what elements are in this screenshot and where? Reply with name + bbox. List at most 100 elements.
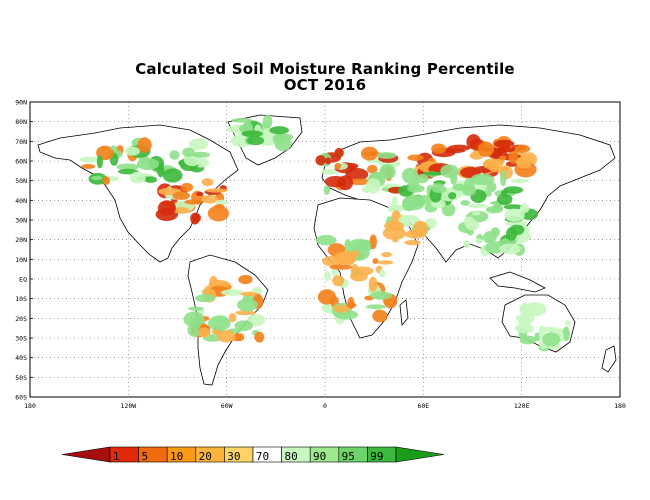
lon-tick-label: 120W: [121, 402, 137, 410]
moisture-patch: [350, 263, 360, 279]
lat-tick-label: 20S: [15, 315, 27, 323]
moisture-patch: [510, 178, 530, 183]
moisture-patch: [201, 178, 214, 187]
lat-tick-label: 50N: [15, 177, 27, 185]
colorbar: 1 5 10 20 30 70 80 90 95 99: [61, 446, 445, 463]
moisture-patch: [470, 173, 495, 186]
moisture-patch: [500, 170, 507, 187]
moisture-patch: [315, 155, 326, 166]
moisture-patch: [323, 185, 331, 195]
lon-tick-label: 60E: [417, 402, 429, 410]
moisture-patch: [505, 220, 528, 227]
moisture-patch: [346, 302, 357, 308]
lon-tick-label: 180: [24, 402, 36, 410]
moisture-patch: [562, 326, 570, 342]
moisture-patch: [180, 182, 194, 192]
moisture-patch: [240, 291, 257, 297]
moisture-patch: [391, 195, 398, 207]
moisture-patch: [465, 219, 480, 231]
moisture-patch: [379, 268, 386, 278]
moisture-patch: [441, 202, 456, 217]
moisture-patch: [431, 185, 447, 194]
lat-tick-label: 40N: [15, 197, 27, 205]
moisture-patch: [315, 234, 337, 246]
lon-tick-label: 120E: [514, 402, 530, 410]
lat-tick-label: 90N: [15, 99, 27, 107]
moisture-patch: [102, 176, 111, 186]
moisture-patch: [173, 207, 190, 214]
lat-tick-label: 30S: [15, 335, 27, 343]
moisture-patch: [447, 144, 471, 151]
moisture-patch: [503, 204, 524, 210]
moisture-patch: [365, 178, 381, 194]
moisture-patch: [262, 114, 273, 129]
moisture-patch: [515, 156, 532, 169]
moisture-patch: [195, 192, 204, 197]
moisture-patch: [405, 229, 427, 239]
moisture-patch: [401, 167, 419, 184]
moisture-patch: [348, 238, 372, 251]
moisture-patch: [381, 252, 392, 258]
moisture-patch: [201, 194, 219, 204]
moisture-patch: [323, 271, 331, 282]
moisture-patch: [325, 157, 332, 165]
colorbar-label: 20: [199, 450, 212, 463]
colorbar-label: 30: [227, 450, 240, 463]
moisture-patch: [272, 134, 288, 144]
lat-tick-label: 10S: [15, 295, 27, 303]
moisture-patch: [183, 311, 205, 328]
moisture-patch: [214, 199, 229, 205]
moisture-patch: [475, 238, 483, 244]
moisture-patch: [254, 331, 265, 343]
lat-tick-label: EQ: [19, 276, 27, 284]
moisture-patch: [237, 298, 258, 312]
moisture-patch: [228, 312, 237, 323]
moisture-patch: [491, 204, 503, 213]
moisture-patch: [246, 136, 265, 146]
lat-tick-label: 20N: [15, 236, 27, 244]
moisture-patch: [321, 168, 337, 175]
moisture-patch: [324, 175, 347, 188]
lon-tick-label: 0: [323, 402, 327, 410]
moisture-patch: [162, 168, 183, 183]
moisture-patch: [241, 130, 264, 138]
moisture-patch: [191, 151, 211, 158]
lon-tick-label: 60W: [221, 402, 233, 410]
moisture-patch: [221, 289, 244, 296]
lat-tick-label: 80N: [15, 118, 27, 126]
moisture-patch: [129, 171, 146, 184]
colorbar-label: 10: [170, 450, 183, 463]
moisture-patch: [407, 184, 425, 193]
moisture-patch: [514, 144, 531, 153]
moisture-patch: [493, 139, 515, 148]
moisture-patch: [91, 175, 103, 181]
moisture-patch: [345, 167, 369, 181]
moisture-patch: [329, 264, 353, 270]
lat-tick-label: 60S: [15, 394, 27, 402]
moisture-patch: [519, 335, 537, 345]
moisture-patch: [198, 327, 211, 338]
moisture-patch: [372, 309, 388, 323]
moisture-patch: [172, 191, 191, 201]
moisture-patch: [496, 193, 513, 205]
moisture-patch: [376, 152, 397, 159]
moisture-patch: [192, 213, 201, 223]
moisture-patch: [448, 192, 457, 200]
moisture-patch: [460, 199, 470, 206]
moisture-patch: [497, 146, 516, 153]
moisture-patch: [110, 145, 118, 151]
moisture-patch: [333, 304, 350, 313]
moisture-patch: [519, 302, 531, 316]
moisture-patch: [509, 224, 525, 236]
moisture-patch: [208, 315, 231, 331]
colorbar-label: 95: [342, 450, 355, 463]
moisture-patch: [234, 320, 254, 332]
moisture-patch: [334, 251, 356, 265]
moisture-patch: [187, 323, 203, 337]
moisture-patch: [519, 203, 530, 213]
moisture-patch: [499, 155, 507, 161]
moisture-patch: [332, 275, 345, 287]
moisture-patch: [182, 147, 195, 158]
moisture-patch: [369, 234, 377, 250]
